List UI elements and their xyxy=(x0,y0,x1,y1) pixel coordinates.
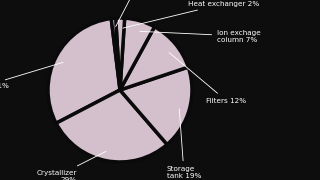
Wedge shape xyxy=(120,67,192,145)
Wedge shape xyxy=(116,18,124,90)
Text: Pumps 1%: Pumps 1% xyxy=(116,0,155,27)
Text: Filters 12%: Filters 12% xyxy=(169,53,246,104)
Wedge shape xyxy=(48,19,120,123)
Wedge shape xyxy=(111,18,120,90)
Text: Storage
tank 19%: Storage tank 19% xyxy=(167,109,201,179)
Wedge shape xyxy=(120,18,155,90)
Text: Ion exchage
column 7%: Ion exchage column 7% xyxy=(140,30,261,42)
Text: Heat exchanger 2%: Heat exchanger 2% xyxy=(123,1,260,28)
Wedge shape xyxy=(120,27,188,90)
Wedge shape xyxy=(56,90,167,162)
Text: Reactors 31%: Reactors 31% xyxy=(0,62,63,89)
Text: Crystallizer
29%: Crystallizer 29% xyxy=(36,151,106,180)
